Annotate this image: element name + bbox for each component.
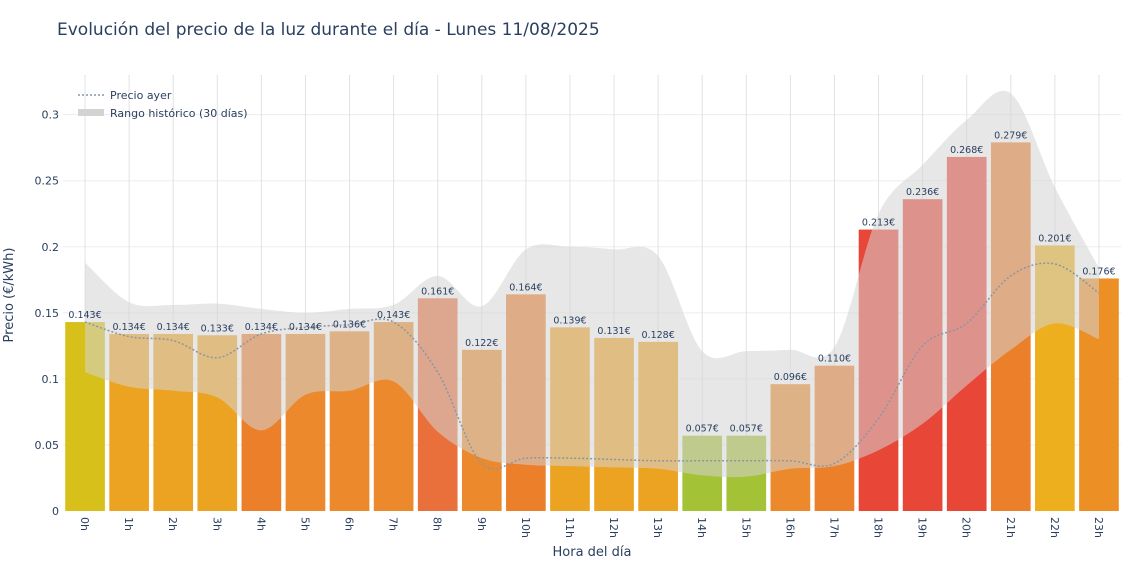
x-tick-label: 12h — [607, 517, 620, 538]
y-tick-label: 0.25 — [35, 175, 60, 188]
bar-value-label: 0.143€ — [68, 310, 101, 321]
yesterday-price-line — [84, 262, 1100, 470]
bar-value-label: 0.164€ — [509, 282, 542, 293]
y-tick-label: 0 — [52, 505, 59, 518]
x-tick-label: 10h — [519, 517, 532, 538]
legend-label-precio-ayer: Precio ayer — [110, 89, 172, 102]
legend-label-rango: Rango histórico (30 días) — [110, 107, 248, 120]
x-tick-label: 19h — [916, 517, 929, 538]
x-tick-label: 18h — [872, 517, 885, 538]
line-layer — [84, 262, 1100, 470]
bar-value-label: 0.279€ — [994, 130, 1027, 141]
bar-value-label: 0.134€ — [157, 322, 190, 333]
x-tick-label: 4h — [254, 517, 267, 531]
bar-value-label: 0.201€ — [1038, 233, 1071, 244]
bar-value-label: 0.131€ — [597, 326, 630, 337]
bar-value-label: 0.134€ — [245, 322, 278, 333]
x-tick-label: 20h — [960, 517, 973, 538]
band-layer — [85, 90, 1099, 478]
x-tick-label: 8h — [431, 517, 444, 531]
bar-value-label: 0.176€ — [1082, 266, 1115, 277]
axis-layer: 0 0.05 0.1 0.15 0.2 0.25 0.3 0h 1h 2h 3h 4h 5h 6h 7h 8h… — [35, 109, 1105, 538]
bar-value-label: 0.128€ — [642, 330, 675, 341]
x-tick-label: 7h — [387, 517, 400, 531]
bar-value-label: 0.110€ — [818, 354, 851, 365]
x-tick-label: 3h — [210, 517, 223, 531]
bar-value-label: 0.096€ — [774, 372, 807, 383]
x-axis-title: Hora del día — [553, 545, 632, 560]
y-tick-label: 0.15 — [35, 307, 60, 320]
x-tick-label: 22h — [1048, 517, 1061, 538]
bar-value-label: 0.139€ — [553, 315, 586, 326]
x-tick-label: 0h — [78, 517, 91, 531]
legend: Precio ayer Rango histórico (30 días) — [78, 89, 248, 120]
bar-value-label: 0.161€ — [421, 286, 454, 297]
x-tick-label: 6h — [343, 517, 356, 531]
bar-value-label: 0.136€ — [333, 319, 366, 330]
labels-layer: 0.143€ 0.134€ 0.134€ 0.133€ 0.134€ 0.134€ 0.13… — [68, 130, 1115, 434]
bar-value-label: 0.057€ — [686, 424, 719, 435]
x-tick-label: 21h — [1004, 517, 1017, 538]
x-tick-label: 13h — [651, 517, 664, 538]
x-tick-label: 14h — [695, 517, 708, 538]
historical-range-band — [85, 90, 1099, 478]
x-tick-label: 15h — [739, 517, 752, 538]
y-tick-label: 0.2 — [42, 241, 60, 254]
legend-band-swatch — [78, 109, 104, 116]
y-tick-label: 0.05 — [35, 439, 60, 452]
bar-value-label: 0.122€ — [465, 338, 498, 349]
bar-value-label: 0.143€ — [377, 310, 410, 321]
bar-value-label: 0.057€ — [730, 424, 763, 435]
bar-value-label: 0.133€ — [201, 323, 234, 334]
x-tick-label: 2h — [166, 517, 179, 531]
bar-value-label: 0.268€ — [950, 145, 983, 156]
bar-value-label: 0.134€ — [113, 322, 146, 333]
x-tick-label: 23h — [1092, 517, 1105, 538]
bar-value-label: 0.134€ — [289, 322, 322, 333]
bar-value-label: 0.213€ — [862, 218, 895, 229]
bar-value-label: 0.236€ — [906, 187, 939, 198]
y-axis-title: Precio (€/kWh) — [2, 248, 17, 343]
x-tick-label: 16h — [783, 517, 796, 538]
y-tick-label: 0.1 — [42, 373, 60, 386]
x-tick-label: 9h — [475, 517, 488, 531]
x-tick-label: 11h — [563, 517, 576, 538]
x-tick-label: 17h — [827, 517, 840, 538]
x-tick-label: 1h — [122, 517, 135, 531]
y-tick-label: 0.3 — [42, 109, 60, 122]
x-tick-label: 5h — [298, 517, 311, 531]
chart-title: Evolución del precio de la luz durante e… — [57, 20, 600, 40]
